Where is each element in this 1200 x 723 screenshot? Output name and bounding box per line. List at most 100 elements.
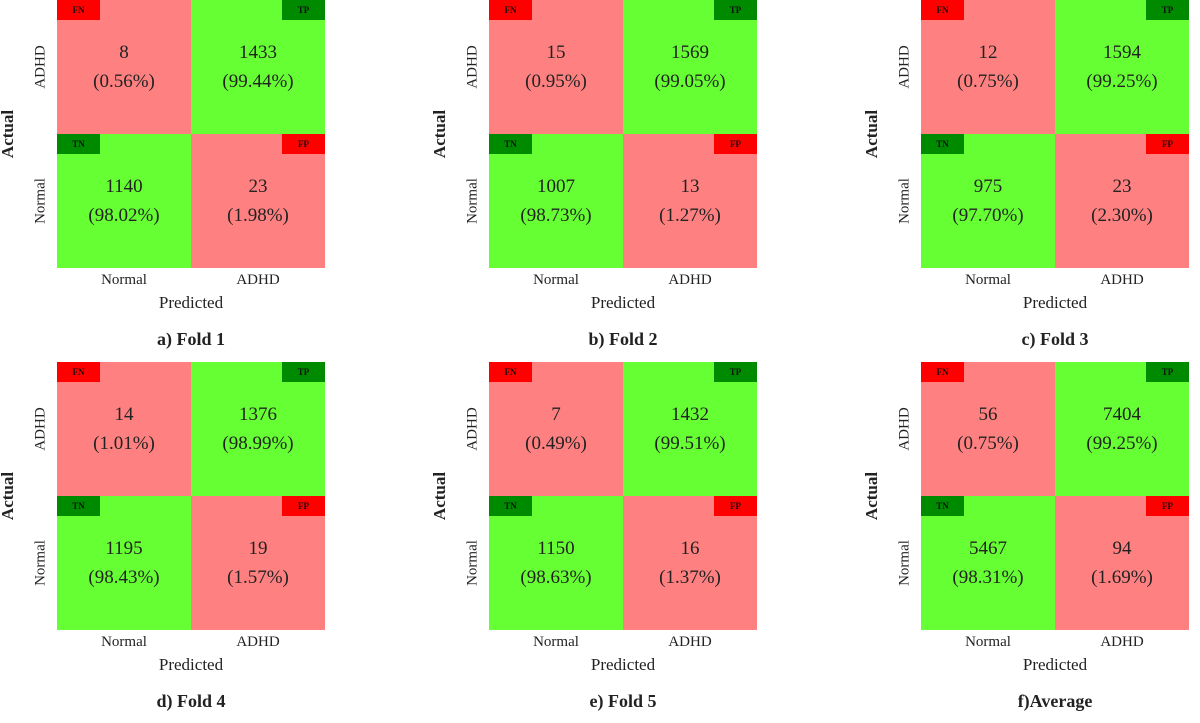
cell-count: 23 bbox=[1112, 176, 1132, 197]
x-axis-label: Predicted bbox=[158, 293, 224, 312]
cell-count: 5467 bbox=[969, 538, 1007, 559]
cell-value: 975 (97.70%) bbox=[921, 172, 1055, 230]
cell-count: 1195 bbox=[105, 538, 143, 559]
x-tick-label: ADHD bbox=[236, 634, 280, 650]
x-tick-label: Normal bbox=[101, 272, 147, 288]
cell-tag-tp: TP bbox=[1146, 362, 1189, 382]
y-axis-label: Actual bbox=[862, 109, 881, 159]
confusion-matrix-panel: Actual ADHD Normal FN 12 (0.75%) TP 1594 (99.25%… bbox=[862, 0, 1200, 361]
matrix-cell-tn: TN 1007 (98.73%) bbox=[489, 134, 623, 268]
matrix-grid: FN 14 (1.01%) TP 1376 (98.99%) TN 1195 (98.43%) F… bbox=[57, 362, 325, 630]
y-tick-label: Normal bbox=[896, 540, 913, 586]
cell-percentage: (0.95%) bbox=[525, 71, 587, 92]
cell-percentage: (99.25%) bbox=[1086, 71, 1158, 92]
cell-count: 1594 bbox=[1103, 42, 1141, 63]
x-tick-label: ADHD bbox=[1100, 634, 1144, 650]
cell-percentage: (97.70%) bbox=[952, 205, 1024, 226]
cell-value: 8 (0.56%) bbox=[57, 38, 191, 96]
cell-tag-tp: TP bbox=[282, 362, 325, 382]
matrix-cell-tp: TP 1569 (99.05%) bbox=[623, 0, 757, 134]
cell-value: 94 (1.69%) bbox=[1055, 534, 1189, 592]
cell-percentage: (0.56%) bbox=[93, 71, 155, 92]
cell-value: 1007 (98.73%) bbox=[489, 172, 623, 230]
cell-percentage: (1.01%) bbox=[93, 433, 155, 454]
cell-percentage: (98.63%) bbox=[520, 567, 592, 588]
cell-count: 1432 bbox=[671, 404, 709, 425]
cell-tag-tp: TP bbox=[714, 0, 757, 20]
cell-count: 7404 bbox=[1103, 404, 1141, 425]
cell-percentage: (1.57%) bbox=[227, 567, 289, 588]
y-axis-label: Actual bbox=[430, 109, 449, 159]
x-tick-label: ADHD bbox=[236, 272, 280, 288]
cell-tag-tp: TP bbox=[714, 362, 757, 382]
cell-percentage: (98.31%) bbox=[952, 567, 1024, 588]
matrix-cell-fp: FP 94 (1.69%) bbox=[1055, 496, 1189, 630]
cell-percentage: (99.25%) bbox=[1086, 433, 1158, 454]
cell-tag-tn: TN bbox=[57, 496, 100, 516]
cell-percentage: (98.99%) bbox=[222, 433, 294, 454]
cell-value: 1195 (98.43%) bbox=[57, 534, 191, 592]
cell-value: 16 (1.37%) bbox=[623, 534, 757, 592]
matrix-cell-tn: TN 1150 (98.63%) bbox=[489, 496, 623, 630]
matrix-cell-tn: TN 1140 (98.02%) bbox=[57, 134, 191, 268]
matrix-cell-fn: FN 14 (1.01%) bbox=[57, 362, 191, 496]
y-tick-label: ADHD bbox=[896, 45, 913, 89]
y-tick-label: Normal bbox=[464, 540, 481, 586]
confusion-matrix-panel: Actual ADHD Normal FN 15 (0.95%) TP 1569 (99.05%… bbox=[430, 0, 832, 361]
cell-value: 7404 (99.25%) bbox=[1055, 400, 1189, 458]
cell-count: 19 bbox=[248, 538, 268, 559]
y-tick-label: ADHD bbox=[32, 45, 49, 89]
y-tick-label: ADHD bbox=[896, 407, 913, 451]
cell-percentage: (99.05%) bbox=[654, 71, 726, 92]
cell-count: 56 bbox=[978, 404, 998, 425]
x-tick-label: Normal bbox=[965, 634, 1011, 650]
cell-value: 14 (1.01%) bbox=[57, 400, 191, 458]
matrix-cell-fp: FP 19 (1.57%) bbox=[191, 496, 325, 630]
cell-value: 1140 (98.02%) bbox=[57, 172, 191, 230]
y-axis-label: Actual bbox=[862, 471, 881, 521]
matrix-cell-tp: TP 1433 (99.44%) bbox=[191, 0, 325, 134]
cell-tag-tn: TN bbox=[489, 496, 532, 516]
cell-percentage: (0.75%) bbox=[957, 433, 1019, 454]
cell-value: 1150 (98.63%) bbox=[489, 534, 623, 592]
matrix-grid: FN 56 (0.75%) TP 7404 (99.25%) TN 5467 (98.31%) F… bbox=[921, 362, 1189, 630]
cell-value: 1569 (99.05%) bbox=[623, 38, 757, 96]
cell-percentage: (98.43%) bbox=[88, 567, 160, 588]
cell-count: 14 bbox=[114, 404, 134, 425]
cell-tag-tn: TN bbox=[57, 134, 100, 154]
cell-percentage: (99.44%) bbox=[222, 71, 294, 92]
panel-caption: a) Fold 1 bbox=[156, 329, 225, 349]
x-axis-label: Predicted bbox=[1022, 655, 1088, 674]
cell-tag-fp: FP bbox=[714, 134, 757, 154]
matrix-cell-fp: FP 16 (1.37%) bbox=[623, 496, 757, 630]
cell-percentage: (98.73%) bbox=[520, 205, 592, 226]
cell-tag-fp: FP bbox=[282, 134, 325, 154]
cell-count: 12 bbox=[978, 42, 998, 63]
cell-count: 975 bbox=[973, 176, 1003, 197]
cell-value: 12 (0.75%) bbox=[921, 38, 1055, 96]
x-tick-label: ADHD bbox=[1100, 272, 1144, 288]
cell-value: 7 (0.49%) bbox=[489, 400, 623, 458]
cell-count: 1140 bbox=[105, 176, 143, 197]
cell-count: 7 bbox=[551, 404, 561, 425]
cell-value: 1432 (99.51%) bbox=[623, 400, 757, 458]
cell-count: 8 bbox=[119, 42, 129, 63]
x-axis-label: Predicted bbox=[158, 655, 224, 674]
matrix-cell-fp: FP 23 (2.30%) bbox=[1055, 134, 1189, 268]
cell-count: 1376 bbox=[239, 404, 277, 425]
matrix-cell-fn: FN 56 (0.75%) bbox=[921, 362, 1055, 496]
y-axis-label: Actual bbox=[0, 109, 17, 159]
cell-percentage: (1.27%) bbox=[659, 205, 721, 226]
matrix-cell-tn: TN 975 (97.70%) bbox=[921, 134, 1055, 268]
cell-tag-fn: FN bbox=[489, 0, 532, 20]
y-tick-label: ADHD bbox=[32, 407, 49, 451]
cell-tag-tn: TN bbox=[921, 496, 964, 516]
cell-tag-tn: TN bbox=[921, 134, 964, 154]
y-axis-label: Actual bbox=[0, 471, 17, 521]
panel-caption: f)Average bbox=[1017, 691, 1093, 711]
x-tick-label: Normal bbox=[533, 272, 579, 288]
y-tick-label: ADHD bbox=[464, 45, 481, 89]
matrix-cell-fp: FP 13 (1.27%) bbox=[623, 134, 757, 268]
cell-tag-fn: FN bbox=[921, 0, 964, 20]
cell-value: 1594 (99.25%) bbox=[1055, 38, 1189, 96]
